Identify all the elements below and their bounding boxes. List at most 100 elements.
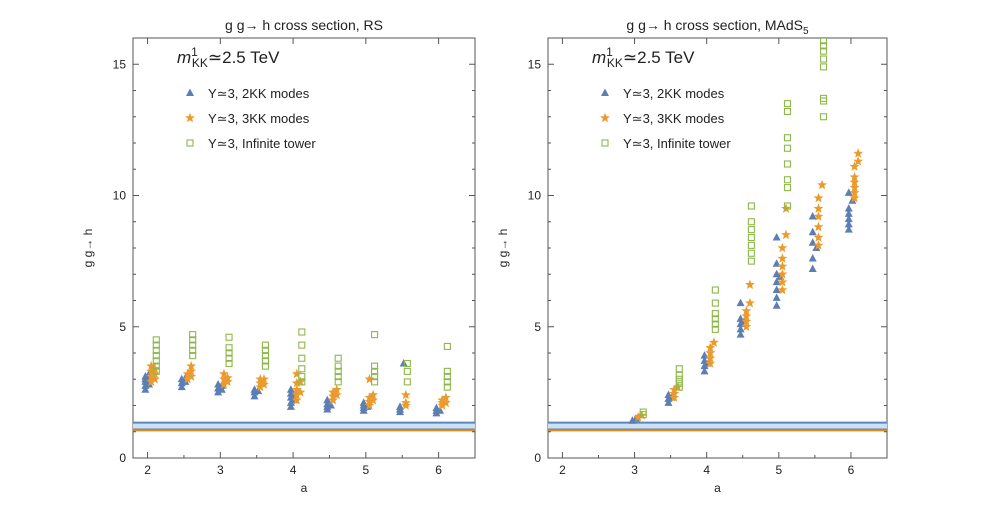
series-triangle	[628, 188, 857, 424]
data-point	[328, 387, 339, 397]
data-point	[331, 389, 342, 400]
data-point	[772, 285, 781, 293]
data-point	[669, 384, 680, 394]
data-point	[736, 330, 745, 338]
data-point	[291, 368, 302, 379]
data-point	[808, 212, 817, 220]
data-point	[328, 395, 339, 405]
data-point	[225, 354, 233, 362]
data-point	[813, 211, 824, 221]
chart-title-text: g g→ h cross section, RS	[225, 17, 383, 33]
data-point	[225, 344, 233, 352]
data-point	[295, 376, 306, 387]
series-square	[152, 328, 451, 391]
series-star	[146, 360, 451, 410]
data-point	[291, 395, 302, 405]
series-square	[639, 37, 828, 419]
data-point	[819, 113, 828, 121]
data-point	[772, 233, 781, 241]
data-point	[364, 374, 375, 384]
data-point	[334, 373, 342, 381]
data-point	[777, 269, 788, 279]
data-point	[186, 360, 197, 371]
data-point	[675, 383, 683, 391]
data-point	[853, 156, 864, 166]
data-point	[152, 352, 160, 360]
data-point	[747, 202, 755, 210]
data-point	[443, 342, 451, 350]
data-point	[186, 371, 197, 381]
data-point	[189, 341, 197, 349]
data-point	[705, 342, 716, 352]
y-tick-label: 15	[528, 57, 542, 71]
annotation-m: m	[177, 48, 191, 67]
data-point	[675, 379, 683, 387]
x-tick-label: 3	[217, 463, 224, 477]
data-point	[261, 341, 269, 349]
mass-annotation: m1 KK≃2.5 TeV	[177, 45, 280, 70]
data-point	[364, 396, 375, 406]
data-point	[813, 232, 824, 242]
data-point	[777, 242, 788, 253]
data-point	[628, 416, 637, 424]
data-point	[334, 362, 342, 370]
data-point	[152, 341, 160, 349]
legend-marker	[186, 88, 194, 96]
x-tick-label: 5	[363, 463, 370, 477]
data-point	[261, 362, 269, 370]
data-point	[781, 229, 791, 240]
data-point	[152, 346, 160, 354]
data-point	[711, 320, 719, 328]
data-point	[747, 226, 755, 234]
x-tick-label: 2	[144, 463, 151, 477]
data-point	[259, 374, 269, 384]
data-point	[146, 371, 157, 381]
data-point	[711, 286, 719, 294]
y-tick-label: 0	[119, 451, 126, 465]
y-tick-label: 10	[528, 189, 542, 203]
data-point	[443, 373, 451, 381]
series-star	[633, 148, 864, 422]
x-tick-label: 6	[435, 463, 442, 477]
data-point	[259, 379, 269, 389]
data-point	[261, 346, 269, 354]
data-point	[334, 378, 342, 386]
data-point	[808, 264, 817, 272]
data-point	[255, 381, 266, 392]
data-point	[783, 160, 792, 168]
data-point	[741, 316, 752, 326]
chart-title: g g→ h cross section, MAdS5	[626, 17, 809, 37]
y-tick-label: 5	[534, 320, 541, 334]
plot-frame	[547, 37, 888, 459]
x-tick-label: 4	[703, 463, 710, 477]
data-point	[705, 347, 716, 358]
data-point	[152, 357, 160, 365]
data-point	[298, 354, 306, 362]
data-point	[844, 188, 853, 196]
data-point	[853, 148, 864, 158]
data-point	[700, 366, 709, 375]
y-tick-label: 15	[113, 57, 127, 71]
y-axis-label: g g→ h	[81, 229, 95, 268]
data-point	[783, 144, 792, 152]
data-point	[736, 298, 745, 307]
y-axis-label: g g→ h	[496, 229, 510, 268]
legend-entry: Υ≃3, Infinite tower	[186, 136, 316, 151]
data-point	[808, 254, 817, 262]
data-point	[298, 341, 306, 349]
data-point	[783, 134, 792, 142]
legend-marker	[186, 139, 194, 147]
data-point	[291, 377, 302, 388]
data-point	[400, 397, 411, 408]
data-point	[813, 240, 824, 250]
data-point	[777, 284, 788, 295]
data-point	[817, 179, 828, 190]
data-point	[772, 293, 781, 301]
data-point	[741, 311, 752, 321]
y-tick-label: 0	[534, 451, 541, 465]
data-point	[819, 42, 828, 50]
data-point	[711, 310, 719, 318]
data-point	[328, 391, 339, 401]
data-point	[711, 299, 719, 307]
